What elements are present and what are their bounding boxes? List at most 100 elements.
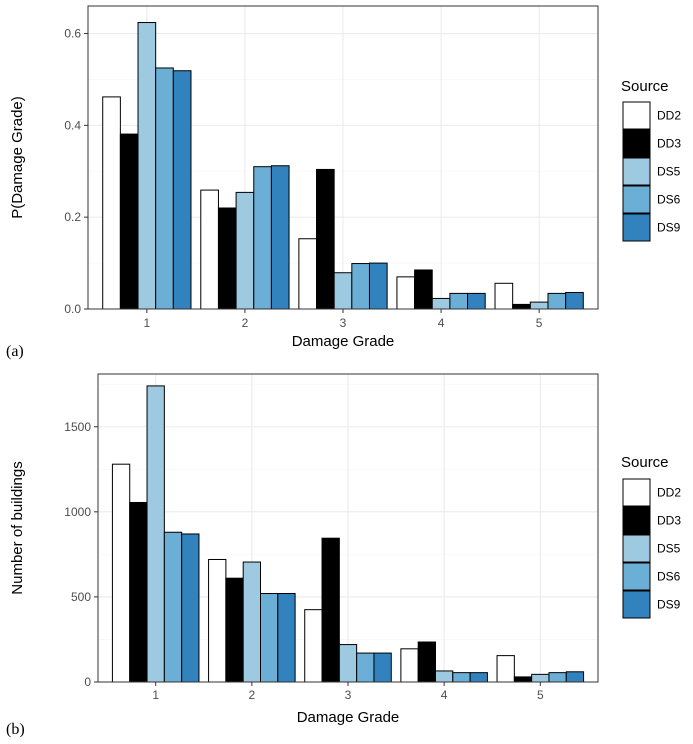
bar-DS6-grade-4 [449, 292, 469, 310]
y-tick-label: 0.0 [64, 302, 81, 316]
bar-DD3-grade-5 [512, 303, 531, 310]
bar-DD2-grade-2 [200, 189, 219, 310]
bar-DS9-grade-2 [270, 165, 290, 310]
bar-DS9-grade-5 [565, 671, 585, 683]
panel-label: (a) [6, 343, 24, 360]
bar-DS6-grade-5 [547, 292, 567, 310]
bar-DS9-grade-4 [467, 292, 486, 310]
legend-label-DD2: DD2 [657, 486, 681, 500]
bar-DS5-grade-3 [338, 644, 358, 683]
bar-DD2-grade-4 [396, 276, 416, 310]
bar-DS5-grade-3 [333, 272, 353, 310]
bar-DD2-grade-5 [494, 282, 514, 310]
x-tick-label: 1 [144, 316, 151, 330]
legend-label-DD2: DD2 [657, 109, 681, 123]
x-tick-label: 3 [345, 688, 352, 702]
legend-label-DS9: DS9 [657, 221, 681, 235]
x-tick-label: 5 [536, 316, 543, 330]
bar-DS6-grade-5 [548, 672, 567, 683]
bar-DD3-grade-5 [513, 676, 533, 683]
bar-DD2-grade-3 [298, 238, 318, 310]
x-tick-label: 5 [537, 688, 544, 702]
bar-DS6-grade-4 [452, 672, 471, 683]
legend-label-DS5: DS5 [657, 165, 681, 179]
bar-DS9-grade-4 [469, 672, 488, 683]
legend-key-DD3 [622, 129, 651, 158]
legend-key-DS5 [622, 534, 651, 563]
legend-label-DS5: DS5 [657, 542, 681, 556]
bar-DD2-grade-1 [102, 96, 121, 310]
legend-label-DD3: DD3 [657, 137, 681, 151]
bar-DS9-grade-5 [565, 291, 584, 310]
bar-DS5-grade-4 [435, 670, 454, 683]
bar-DS5-grade-5 [529, 301, 549, 310]
bar-DS9-grade-3 [373, 652, 392, 683]
legend-label-DD3: DD3 [657, 514, 681, 528]
bar-DD2-grade-5 [496, 655, 515, 683]
bar-DD3-grade-1 [129, 501, 148, 683]
y-axis-title: Number of buildings [9, 461, 26, 594]
bar-DD2-grade-1 [111, 463, 131, 683]
legend-title: Source [621, 78, 669, 95]
y-tick-label: 1500 [64, 420, 91, 434]
bar-DS5-grade-2 [242, 561, 261, 683]
chart-panel-b: 0 500 1000 1500 1 2 3 4 5 Damage Grade Number of b… [6, 373, 681, 738]
legend-key-DS6 [622, 185, 651, 214]
y-tick-label: 0.2 [64, 210, 81, 224]
bar-DS5-grade-4 [431, 297, 451, 310]
bar-DD2-grade-2 [208, 558, 227, 683]
bar-DS6-grade-3 [356, 652, 375, 683]
y-tick-label: 0.4 [64, 118, 81, 132]
x-axis-title: Damage Grade [292, 333, 395, 350]
x-tick-label: 4 [441, 688, 448, 702]
legend-key-DD2 [622, 478, 651, 507]
bar-DD3-grade-4 [417, 641, 437, 683]
legend-label-DS6: DS6 [657, 570, 681, 584]
bar-DS9-grade-2 [277, 593, 296, 683]
chart-panel-a: 0.0 0.2 0.4 0.6 1 2 3 4 5 Damage Grade P(Damage Gr… [6, 5, 681, 360]
legend: Source DD2 DD3 DS5 DS6 DS9 [621, 454, 681, 619]
x-axis-title: Damage Grade [297, 709, 400, 726]
y-tick-label: 0.6 [64, 27, 81, 41]
bar-DS5-grade-2 [235, 191, 255, 310]
bar-DS9-grade-1 [181, 533, 200, 683]
bar-DS6-grade-1 [163, 531, 183, 683]
legend-label-DS6: DS6 [657, 193, 681, 207]
bar-DD3-grade-4 [414, 269, 433, 310]
y-axis-title: P(Damage Grade) [9, 96, 26, 219]
x-tick-label: 2 [242, 316, 249, 330]
legend-key-DD2 [622, 101, 651, 130]
bar-DS6-grade-3 [351, 263, 370, 310]
bar-DD2-grade-3 [304, 609, 323, 683]
bar-DS6-grade-1 [155, 67, 174, 310]
x-tick-label: 1 [152, 688, 159, 702]
bar-DD3-grade-3 [316, 168, 335, 310]
bar-DD2-grade-4 [400, 648, 419, 683]
y-tick-label: 1000 [64, 505, 91, 519]
y-tick-label: 500 [71, 590, 91, 604]
bar-DD3-grade-3 [321, 537, 340, 683]
bar-DS6-grade-2 [260, 593, 279, 683]
legend-label-DS9: DS9 [657, 598, 681, 612]
bar-DD3-grade-2 [225, 577, 244, 683]
bar-DS9-grade-3 [368, 262, 388, 310]
x-tick-label: 3 [340, 316, 347, 330]
legend-key-DS5 [622, 157, 651, 186]
legend-key-DS9 [622, 590, 651, 619]
legend: Source DD2 DD3 DS5 DS6 DS9 [621, 78, 681, 242]
legend-key-DS6 [622, 562, 651, 591]
panel-label: (b) [6, 721, 25, 738]
legend-title: Source [621, 454, 669, 471]
bar-DS6-grade-2 [253, 166, 272, 310]
bar-DS5-grade-1 [146, 385, 165, 683]
bar-DS5-grade-1 [137, 22, 157, 310]
bar-DD3-grade-2 [217, 207, 237, 310]
legend-key-DD3 [622, 506, 651, 535]
legend-key-DS9 [622, 213, 651, 242]
y-tick-label: 0 [84, 675, 91, 689]
x-tick-label: 2 [249, 688, 256, 702]
x-tick-label: 4 [438, 316, 445, 330]
bar-DD3-grade-1 [119, 133, 139, 310]
bar-DS9-grade-1 [172, 70, 192, 310]
